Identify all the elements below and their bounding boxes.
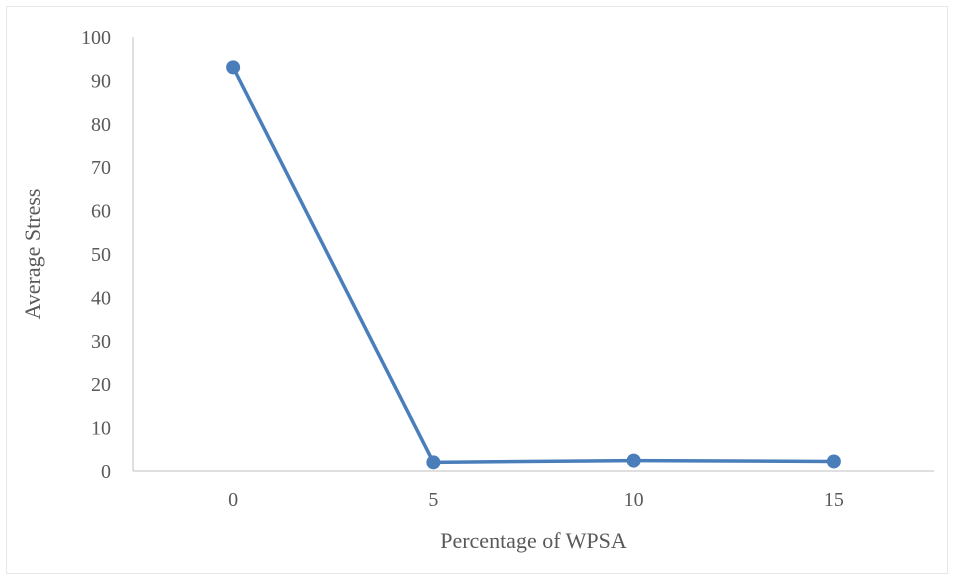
x-axis-title: Percentage of WPSA: [440, 528, 627, 553]
data-point: [626, 453, 641, 468]
series-group: [226, 60, 841, 470]
y-axis-ticks: 0 10 20 30 40 50 60 70 80 90 100: [81, 27, 111, 483]
y-tick-label: 90: [91, 70, 111, 92]
y-tick-label: 60: [91, 201, 111, 223]
y-tick-label: 50: [91, 244, 111, 266]
y-tick-label: 10: [91, 418, 111, 440]
y-tick-label: 30: [91, 331, 111, 353]
y-tick-label: 40: [91, 287, 111, 309]
data-point: [826, 454, 841, 469]
y-tick-label: 0: [101, 461, 111, 483]
x-tick-label: 15: [824, 489, 844, 511]
y-tick-label: 20: [91, 374, 111, 396]
data-point: [426, 455, 441, 470]
y-tick-label: 70: [91, 157, 111, 179]
x-tick-label: 0: [228, 489, 238, 511]
data-point: [226, 60, 241, 75]
chart-frame: [6, 6, 948, 574]
x-tick-label: 5: [428, 489, 438, 511]
series-line: [231, 66, 834, 465]
y-tick-label: 80: [91, 114, 111, 136]
y-axis-title: Average Stress: [20, 189, 45, 320]
x-tick-label: 10: [624, 489, 644, 511]
y-tick-label: 100: [81, 27, 111, 49]
x-axis-ticks: 0 5 10 15: [228, 489, 844, 511]
